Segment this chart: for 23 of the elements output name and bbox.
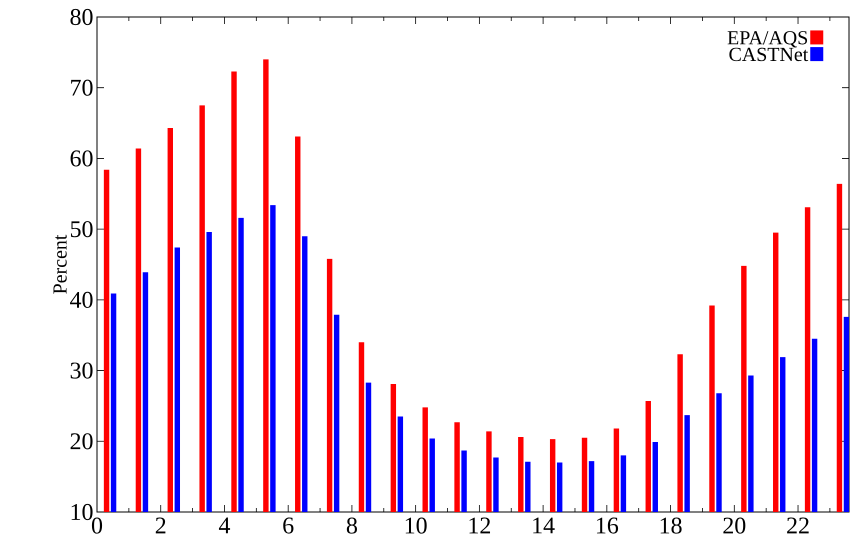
x-tick-label: 4	[218, 518, 230, 534]
x-tick-label: 22	[787, 518, 809, 534]
y-axis-title: Percent	[53, 234, 67, 294]
y-tick-label: 20	[70, 433, 93, 450]
x-tick-label: 6	[283, 518, 294, 534]
x-tick-label: 16	[596, 518, 618, 534]
y-tick-label: 40	[70, 292, 93, 308]
legend-label: EPA/AQS	[728, 31, 808, 48]
legend-label: CASTNet	[729, 48, 808, 62]
x-tick-label: 8	[346, 518, 357, 534]
x-tick-label: 14	[533, 518, 555, 534]
y-tick-label: 30	[70, 362, 93, 379]
x-tick-label: 20	[723, 518, 746, 534]
x-tick-label: 0	[92, 518, 102, 534]
x-tick-label: 2	[156, 518, 166, 534]
y-tick-label: 80	[70, 8, 93, 26]
y-tick-label: 60	[70, 150, 93, 166]
y-tick-label: 50	[70, 221, 93, 238]
x-tick-label: 12	[470, 518, 490, 534]
y-tick-label: 70	[71, 80, 93, 96]
x-tick-label: 10	[406, 518, 427, 534]
x-tick-label: 18	[660, 518, 682, 534]
y-tick-label: 10	[72, 504, 93, 520]
